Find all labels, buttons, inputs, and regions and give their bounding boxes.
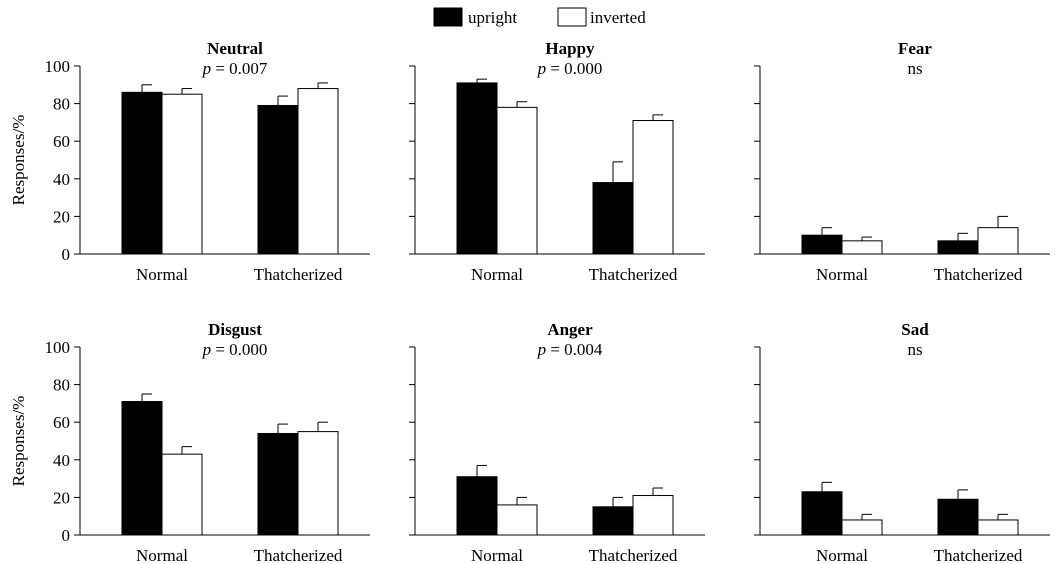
bar-inverted-normal (841, 240, 883, 255)
legend-swatch-upright (433, 7, 463, 27)
y-tick-label: 100 (45, 57, 71, 76)
subtitle-p: p (537, 340, 547, 359)
panel-subtitle: p = 0.000 (537, 59, 603, 78)
subtitle-value: ns (907, 59, 922, 78)
y-tick-label: 20 (53, 207, 70, 226)
panel-subtitle: p = 0.004 (537, 340, 603, 359)
subtitle-value: ns (907, 340, 922, 359)
bar-inverted-thatcherized (977, 519, 1019, 536)
bar-upright-normal (801, 491, 843, 536)
panel-title: Sad (901, 320, 929, 339)
panel-title: Happy (545, 39, 595, 58)
legend-swatch-inverted (557, 7, 587, 27)
panel-subtitle: p = 0.007 (202, 59, 268, 78)
bar-upright-thatcherized (257, 104, 299, 255)
bar-inverted-normal (841, 519, 883, 536)
y-tick-label: 20 (53, 488, 70, 507)
bar-inverted-thatcherized (977, 227, 1019, 255)
bar-inverted-normal (496, 106, 538, 255)
category-label: Normal (136, 265, 188, 284)
bar-upright-normal (456, 476, 498, 536)
subtitle-value: = 0.004 (546, 340, 603, 359)
category-label: Thatcherized (934, 546, 1023, 564)
category-label: Thatcherized (589, 265, 678, 284)
bar-upright-thatcherized (937, 240, 979, 255)
bar-upright-normal (121, 91, 163, 255)
category-label: Thatcherized (589, 546, 678, 564)
category-label: Normal (816, 546, 868, 564)
category-label: Thatcherized (254, 265, 343, 284)
subtitle-value: = 0.007 (211, 59, 268, 78)
bar-upright-thatcherized (257, 432, 299, 536)
y-tick-label: 60 (53, 132, 70, 151)
bar-upright-normal (121, 401, 163, 536)
panel-subtitle: ns (907, 59, 922, 78)
panel-title: Disgust (208, 320, 262, 339)
bar-upright-thatcherized (592, 182, 634, 255)
category-label: Normal (471, 546, 523, 564)
subtitle-value: = 0.000 (546, 59, 602, 78)
category-label: Thatcherized (254, 546, 343, 564)
bar-upright-normal (801, 234, 843, 255)
category-label: Thatcherized (934, 265, 1023, 284)
panel-subtitle: ns (907, 340, 922, 359)
bar-upright-thatcherized (937, 498, 979, 536)
bar-upright-thatcherized (592, 506, 634, 536)
y-tick-label: 0 (62, 245, 71, 264)
y-tick-label: 80 (53, 376, 70, 395)
bar-inverted-normal (161, 453, 203, 536)
bar-inverted-thatcherized (632, 120, 674, 255)
bar-inverted-thatcherized (297, 431, 339, 536)
y-tick-label: 80 (53, 95, 70, 114)
category-label: Normal (816, 265, 868, 284)
y-tick-label: 0 (62, 526, 71, 545)
legend: upright inverted (433, 7, 646, 27)
y-tick-label: 100 (45, 338, 71, 357)
y-tick-label: 40 (53, 451, 70, 470)
y-tick-label: 60 (53, 413, 70, 432)
y-axis-label: Responses/% (9, 396, 28, 487)
legend-label-inverted: inverted (590, 8, 646, 27)
subtitle-p: p (202, 340, 212, 359)
y-tick-label: 40 (53, 170, 70, 189)
panel-title: Neutral (207, 39, 263, 58)
y-axis-label: Responses/% (9, 115, 28, 206)
legend-label-upright: upright (468, 8, 517, 27)
subtitle-value: = 0.000 (211, 340, 267, 359)
panel-title: Fear (898, 39, 932, 58)
panel-subtitle: p = 0.000 (202, 340, 268, 359)
category-label: Normal (471, 265, 523, 284)
bar-inverted-thatcherized (632, 495, 674, 536)
bar-upright-normal (456, 82, 498, 255)
subtitle-p: p (537, 59, 547, 78)
category-label: Normal (136, 546, 188, 564)
bar-inverted-thatcherized (297, 88, 339, 255)
panel-title: Anger (547, 320, 593, 339)
bar-inverted-normal (161, 93, 203, 255)
subtitle-p: p (202, 59, 212, 78)
bar-inverted-normal (496, 504, 538, 536)
